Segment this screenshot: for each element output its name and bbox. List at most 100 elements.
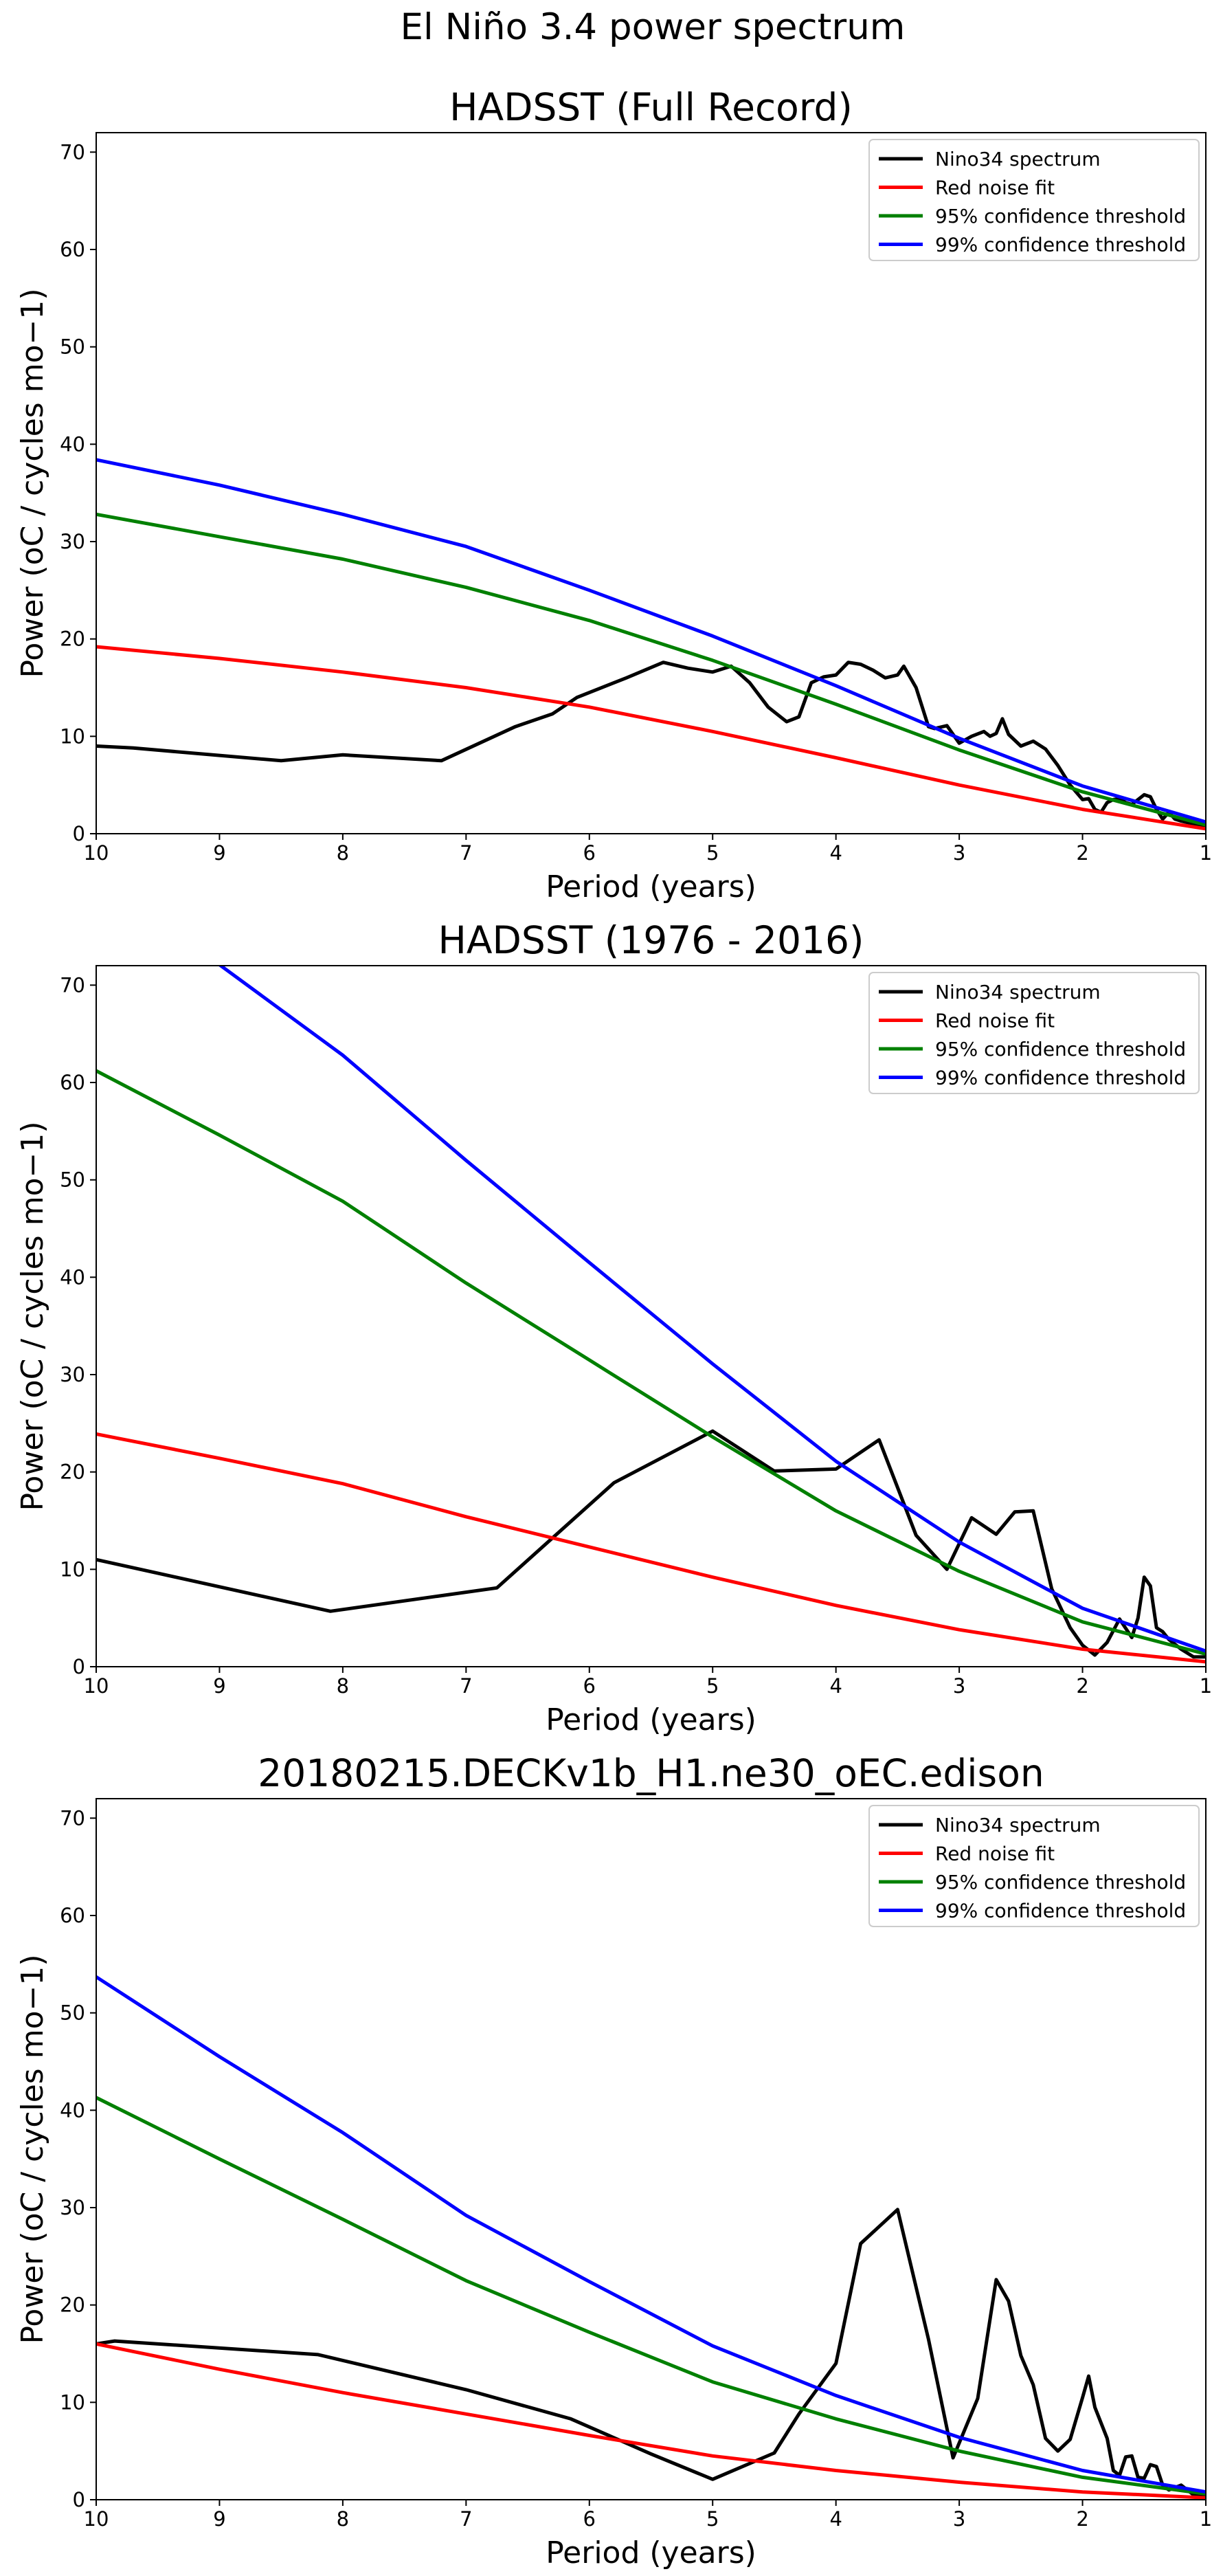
y-tick-label: 50 [60,1168,85,1192]
axes-frame [96,965,1207,1667]
legend-label: Red noise fit [935,1010,1055,1032]
series-line-conf95 [96,2096,1206,2496]
legend-box [868,139,1200,261]
axes-frame [96,132,1207,834]
series-lines [96,458,1206,831]
x-tick-label: 2 [1076,2507,1088,2531]
legend-label: 99% confidence threshold [935,234,1186,256]
x-tick-label: 6 [583,841,596,865]
y-axis-label: Power (oC / cycles mo−1) [15,1121,50,1511]
axes-frame [96,1798,1207,2500]
series-line-conf95 [96,512,1206,827]
chart-legend: Nino34 spectrum Red noise fit 95% confiden… [868,1805,1200,1927]
series-line-conf95 [96,1069,1206,1656]
x-tick-label: 6 [583,2507,596,2531]
series-line-red_noise [96,645,1206,831]
x-tick-label: 7 [460,841,472,865]
x-tick-label: 3 [953,841,965,865]
figure-title: El Niño 3.4 power spectrum [401,6,906,48]
legend-label: Nino34 spectrum [935,148,1101,170]
series-line-conf99 [96,1975,1206,2494]
x-axis-label: Period (years) [546,1702,756,1737]
y-tick-label: 10 [60,2390,85,2414]
y-tick-label: 30 [60,530,85,553]
legend-label: Nino34 spectrum [935,1814,1101,1836]
y-tick-label: 20 [60,628,85,651]
x-tick-label: 5 [706,841,719,865]
y-tick-label: 70 [60,1806,85,1830]
y-tick-label: 50 [60,2001,85,2025]
x-tick-label: 7 [460,1674,472,1698]
legend-label: Nino34 spectrum [935,981,1101,1003]
x-tick-label: 4 [829,2507,842,2531]
y-tick-label: 40 [60,432,85,456]
legend-label: Red noise fit [935,1843,1055,1865]
x-tick-label: 5 [706,1674,719,1698]
series-lines [96,966,1206,1664]
chart-panel-1: HADSST (Full Record)10 9 8 7 6 5 4 3 2 1010203040… [15,85,1212,904]
x-tick-label: 1 [1200,2507,1212,2531]
series-lines [96,1975,1206,2500]
series-line-nino34 [96,1429,1206,1659]
y-tick-label: 30 [60,2196,85,2219]
x-tick-label: 2 [1076,841,1088,865]
x-tick-label: 8 [337,2507,349,2531]
y-tick-label: 40 [60,1265,85,1289]
y-tick-label: 60 [60,1904,85,1927]
x-tick-label: 4 [829,841,842,865]
x-tick-label: 1 [1200,1674,1212,1698]
chart-title: HADSST (1976 - 2016) [438,918,864,962]
x-tick-label: 5 [706,2507,719,2531]
legend-label: 95% confidence threshold [935,1871,1186,1894]
y-tick-label: 30 [60,1363,85,1386]
x-tick-label: 9 [213,841,225,865]
x-tick-label: 4 [829,1674,842,1698]
y-tick-label: 70 [60,140,85,164]
y-tick-label: 20 [60,1461,85,1484]
series-line-nino34 [96,2208,1206,2498]
y-tick-label: 60 [60,1071,85,1094]
y-tick-label: 50 [60,335,85,359]
x-tick-label: 6 [583,1674,596,1698]
y-axis-label: Power (oC / cycles mo−1) [15,1954,50,2344]
y-tick-label: 0 [73,1655,85,1678]
chart-title: 20180215.DECKv1b_H1.ne30_oEC.edison [258,1751,1044,1795]
chart-legend: Nino34 spectrum Red noise fit 95% confiden… [868,139,1200,261]
x-tick-label: 10 [84,1674,109,1698]
series-line-conf99 [96,458,1206,824]
series-line-red_noise [96,2342,1206,2500]
y-axis-label: Power (oC / cycles mo−1) [15,288,50,678]
y-tick-label: 10 [60,1557,85,1581]
x-tick-label: 9 [213,2507,225,2531]
series-line-red_noise [96,1432,1206,1664]
x-tick-label: 10 [84,841,109,865]
legend-label: Red noise fit [935,177,1055,199]
x-axis-label: Period (years) [546,869,756,904]
y-tick-label: 40 [60,2098,85,2122]
y-tick-label: 0 [73,2488,85,2511]
x-tick-label: 2 [1076,1674,1088,1698]
x-tick-label: 1 [1200,841,1212,865]
chart-legend: Nino34 spectrum Red noise fit 95% confiden… [868,972,1200,1094]
chart-title: HADSST (Full Record) [449,85,853,129]
y-tick-label: 70 [60,973,85,997]
chart-panel-2: HADSST (1976 - 2016)10 9 8 7 6 5 4 3 2 1010203040… [15,918,1212,1737]
y-tick-label: 20 [60,2294,85,2317]
series-line-conf99 [218,966,1206,1653]
x-tick-label: 8 [337,1674,349,1698]
legend-label: 99% confidence threshold [935,1067,1186,1089]
x-tick-label: 3 [953,1674,965,1698]
y-tick-label: 60 [60,238,85,261]
x-tick-label: 3 [953,2507,965,2531]
legend-box [868,972,1200,1094]
legend-label: 99% confidence threshold [935,1900,1186,1922]
y-tick-label: 0 [73,822,85,845]
x-tick-label: 10 [84,2507,109,2531]
y-tick-label: 10 [60,724,85,748]
x-axis-label: Period (years) [546,2535,756,2571]
legend-box [868,1805,1200,1927]
legend-label: 95% confidence threshold [935,1038,1186,1061]
legend-label: 95% confidence threshold [935,205,1186,227]
